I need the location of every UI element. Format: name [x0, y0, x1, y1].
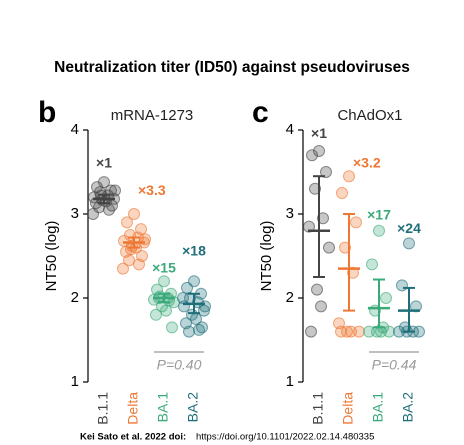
panel-title: ChAdOx1 [337, 107, 402, 124]
data-point [311, 283, 323, 296]
data-point [317, 212, 329, 225]
data-point [373, 224, 385, 237]
panel-title: mRNA-1273 [111, 107, 194, 124]
data-point [150, 308, 162, 321]
data-point [193, 323, 205, 336]
p-value: P=0.44 [372, 357, 417, 373]
y-tick-label: 2 [286, 289, 294, 306]
fold-annotation: ×15 [152, 259, 176, 275]
data-point [313, 145, 325, 157]
data-point [177, 292, 189, 304]
data-point [166, 321, 178, 334]
data-point [183, 325, 195, 338]
x-tick-label: B.1.1 [95, 392, 111, 425]
x-tick-label: BA.1 [155, 392, 171, 423]
y-axis-label: NT50 (log) [43, 221, 60, 292]
x-tick-label: BA.2 [400, 392, 416, 423]
fold-annotation: ×24 [397, 220, 421, 236]
data-point [303, 220, 315, 233]
fold-annotation: ×18 [182, 243, 206, 259]
figure-title: Neutralization titer (ID50) against pseu… [54, 59, 410, 76]
fold-annotation: ×3.2 [353, 154, 381, 170]
x-tick-label: B.1.1 [310, 392, 326, 425]
data-point [309, 182, 321, 195]
fold-annotation: ×1 [96, 154, 112, 170]
x-tick-label: BA.2 [185, 392, 201, 423]
data-point [158, 275, 170, 288]
y-tick-label: 4 [71, 121, 79, 138]
data-point [380, 292, 392, 304]
data-point [133, 258, 145, 271]
data-point [315, 300, 327, 313]
y-axis-label: NT50 (log) [258, 221, 275, 292]
data-point [323, 241, 335, 254]
y-tick-label: 1 [286, 373, 294, 390]
data-point [403, 237, 415, 250]
y-tick-label: 1 [71, 373, 79, 390]
x-tick-label: Delta [340, 392, 356, 425]
data-point [103, 203, 115, 216]
footer-url: https://doi.org/10.1101/2022.02.14.48033… [196, 432, 374, 443]
p-value: P=0.40 [157, 357, 202, 373]
fold-annotation: ×1 [311, 125, 327, 141]
data-point [181, 281, 193, 294]
data-point [375, 325, 387, 338]
data-point [128, 208, 140, 220]
data-point [336, 187, 348, 199]
data-point [396, 279, 408, 292]
data-point [109, 184, 121, 197]
data-point [343, 170, 355, 183]
data-point [121, 216, 133, 229]
fold-annotation: ×17 [367, 206, 391, 222]
data-point [347, 266, 359, 279]
data-point [410, 300, 422, 313]
y-tick-label: 4 [286, 121, 294, 138]
panel-letter: b [38, 96, 56, 129]
data-point [345, 325, 357, 338]
data-point [413, 325, 425, 338]
data-point [163, 294, 175, 307]
data-point [320, 166, 332, 178]
data-point [366, 258, 378, 271]
footer-author: Kei Sato et al. 2022 doi: [80, 432, 186, 443]
data-point [306, 149, 318, 162]
y-tick-label: 3 [286, 205, 294, 222]
x-tick-label: Delta [125, 392, 141, 425]
data-point [160, 304, 172, 317]
data-point [199, 300, 211, 313]
data-point [335, 325, 347, 338]
y-tick-label: 2 [71, 289, 79, 306]
data-point [117, 262, 129, 275]
data-point [305, 325, 317, 338]
fold-annotation: ×3.3 [138, 182, 166, 198]
data-point [87, 208, 99, 220]
panel-letter: c [252, 96, 269, 129]
data-point [350, 216, 362, 229]
y-tick-label: 3 [71, 205, 79, 222]
data-point [371, 325, 383, 338]
data-point [339, 241, 351, 254]
x-tick-label: BA.1 [370, 392, 386, 423]
